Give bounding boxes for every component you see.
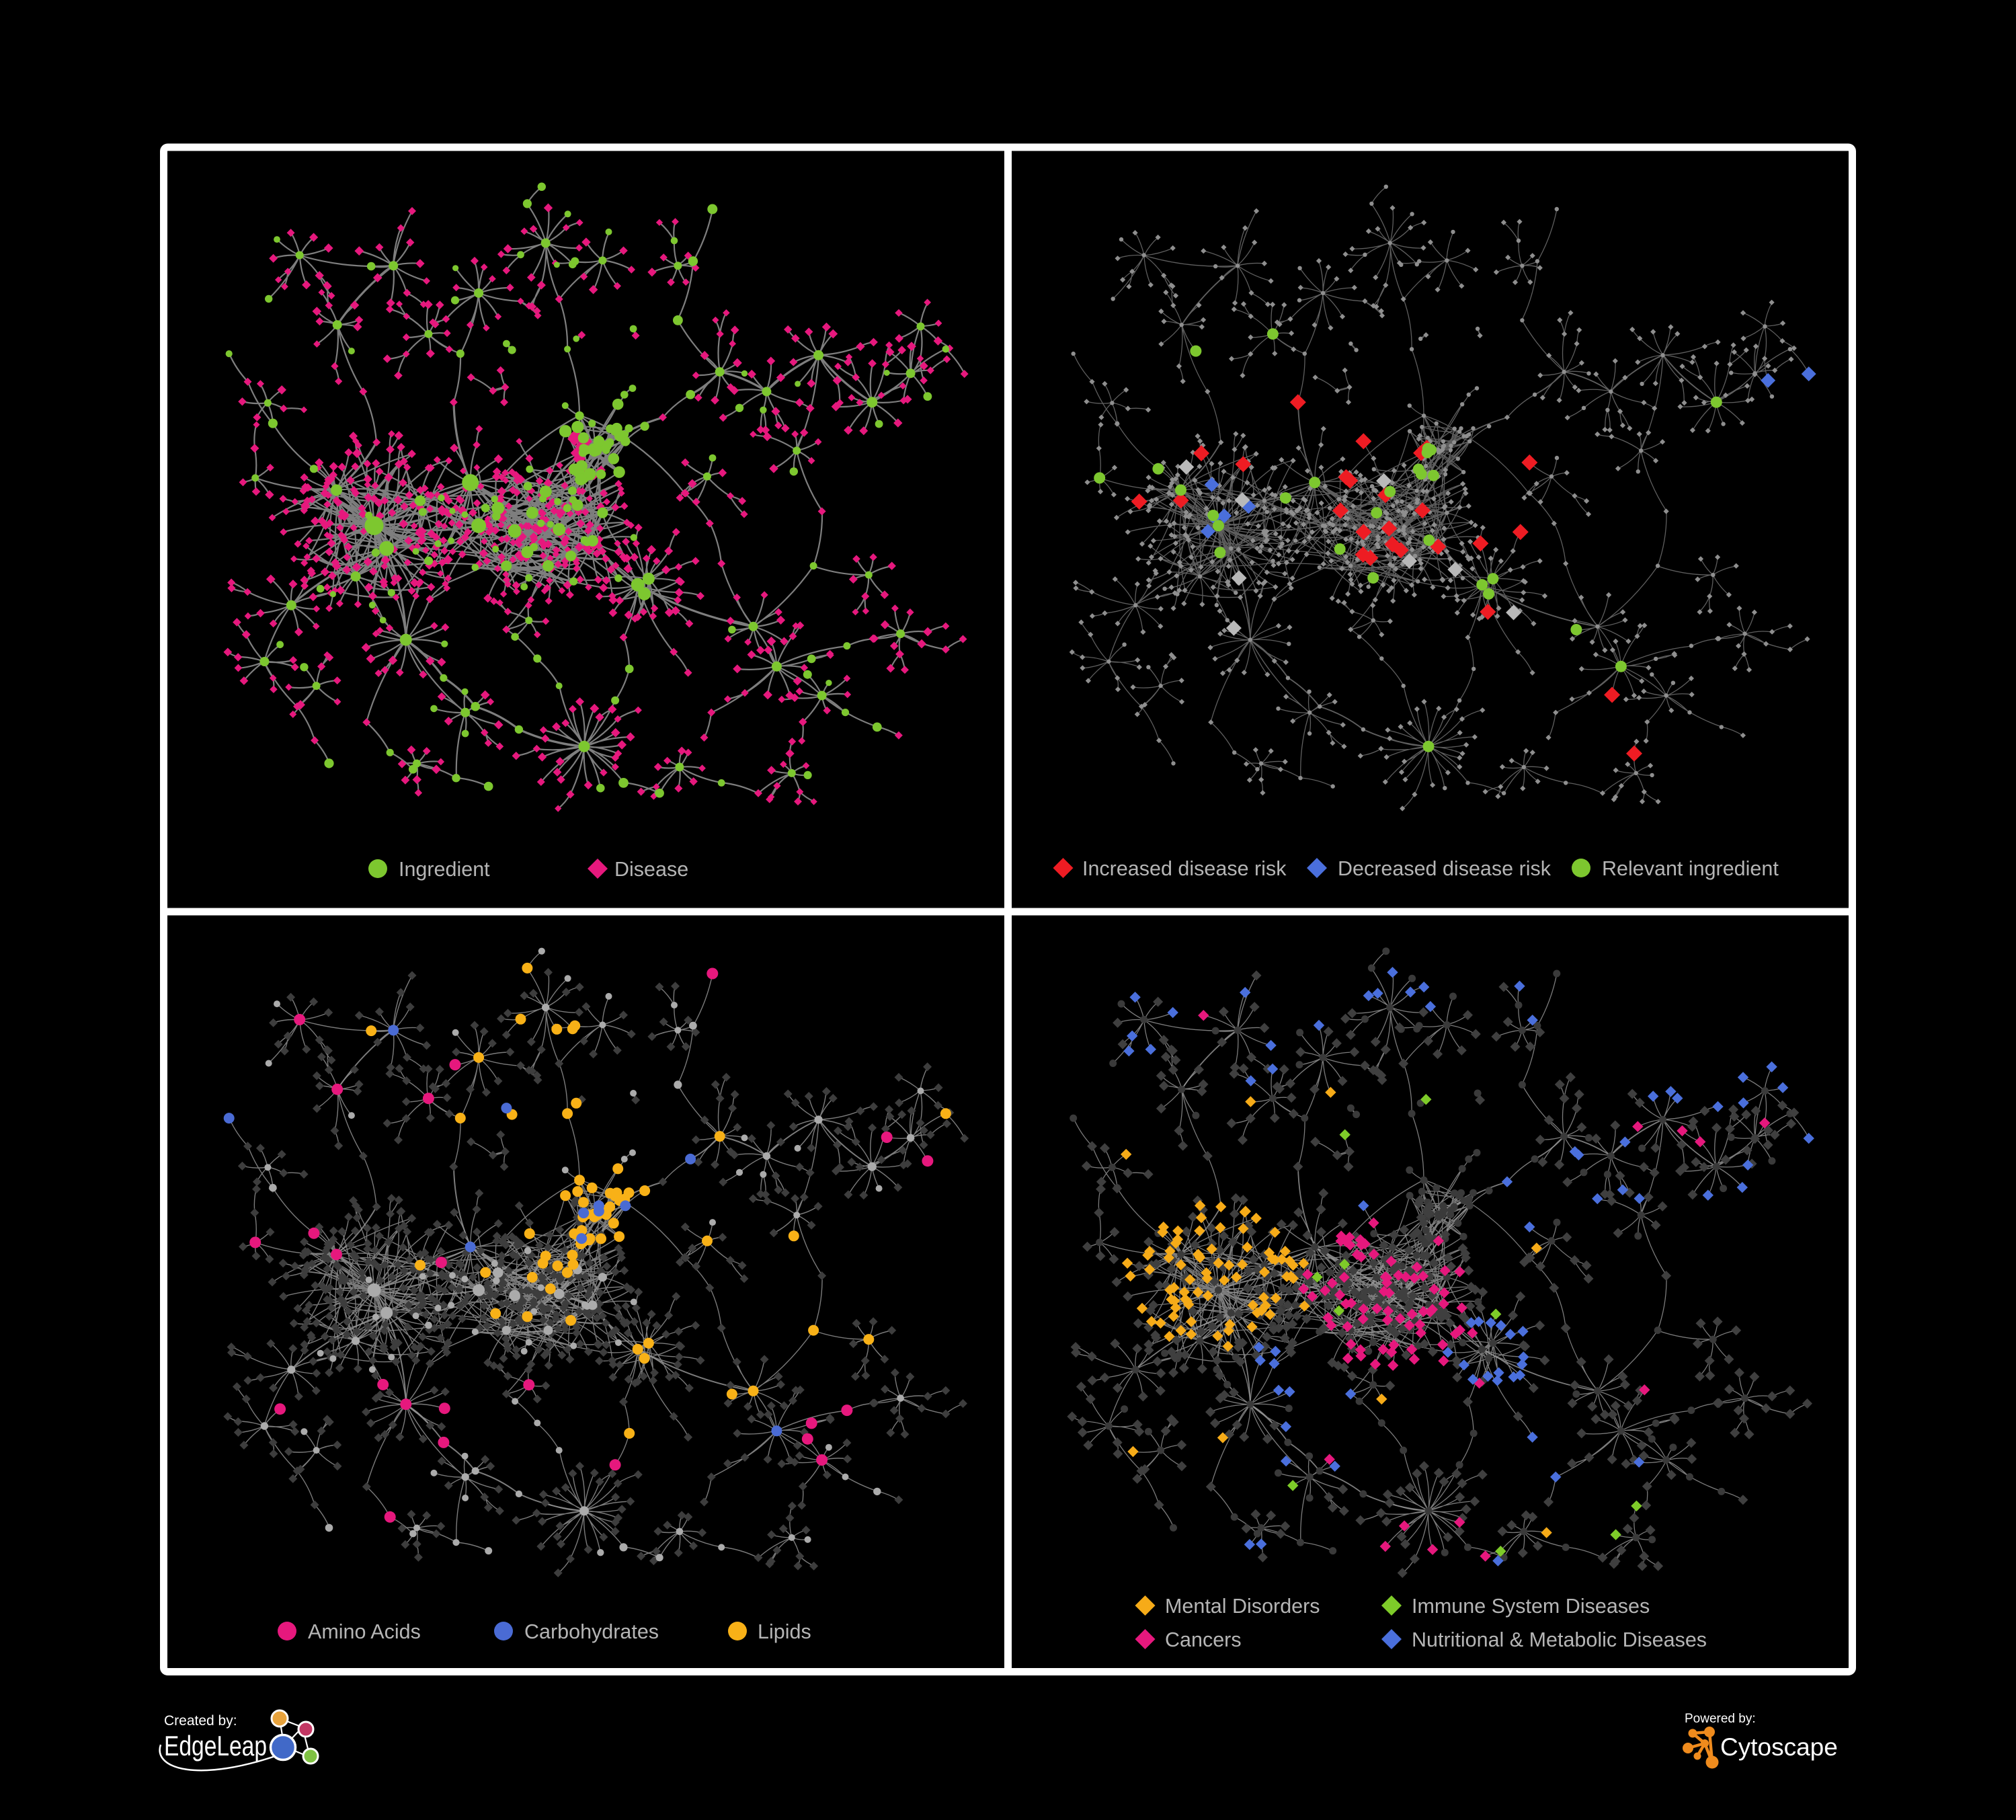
svg-text:Powered by:: Powered by: — [1685, 1712, 1756, 1726]
svg-text:Mental Disorders: Mental Disorders — [1165, 1595, 1320, 1618]
svg-text:Decreased disease risk: Decreased disease risk — [1338, 857, 1551, 880]
svg-text:Cancers: Cancers — [1165, 1628, 1242, 1651]
svg-text:Nutritional & Metabolic Diseas: Nutritional & Metabolic Diseases — [1412, 1628, 1707, 1651]
svg-text:EdgeLeap: EdgeLeap — [164, 1730, 267, 1762]
svg-text:Lipids: Lipids — [758, 1620, 811, 1643]
svg-text:Cytoscape: Cytoscape — [1720, 1733, 1838, 1761]
svg-text:Increased disease risk: Increased disease risk — [1082, 857, 1287, 880]
svg-text:Created by:: Created by: — [164, 1713, 237, 1729]
svg-text:Ingredient: Ingredient — [399, 858, 490, 881]
svg-text:Carbohydrates: Carbohydrates — [524, 1620, 659, 1643]
svg-text:Disease: Disease — [614, 858, 688, 881]
svg-text:Relevant ingredient: Relevant ingredient — [1602, 857, 1779, 880]
svg-text:Amino Acids: Amino Acids — [308, 1620, 421, 1643]
svg-text:Immune System Diseases: Immune System Diseases — [1412, 1595, 1650, 1618]
